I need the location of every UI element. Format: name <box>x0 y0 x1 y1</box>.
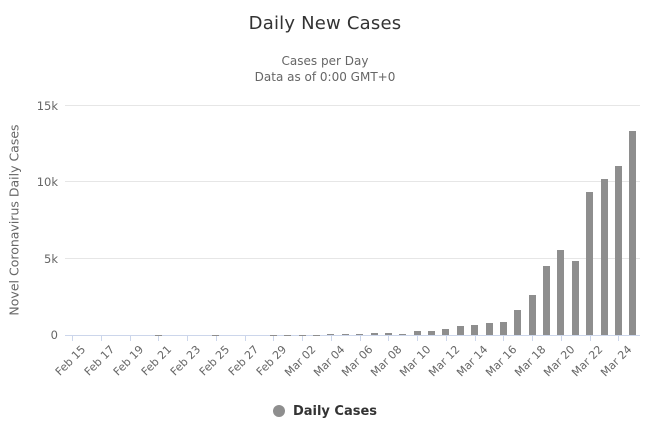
bar-mar-12[interactable] <box>442 329 450 335</box>
y-axis-tick-labels: 0 5k 10k 15k <box>0 99 58 342</box>
y-tick-label-15k: 15k <box>36 99 58 113</box>
x-tick <box>302 336 304 341</box>
x-axis-ticks <box>65 336 640 342</box>
y-tick-label-0: 0 <box>50 328 58 342</box>
x-tick <box>560 336 562 341</box>
bar-mar-13[interactable] <box>456 325 464 335</box>
bar-mar-25[interactable] <box>629 131 637 335</box>
bar-mar-17[interactable] <box>514 309 522 335</box>
x-tick <box>388 336 390 341</box>
x-tick <box>618 336 620 341</box>
x-tick <box>129 336 131 341</box>
x-tick-label-feb-15: Feb 15 <box>53 343 89 379</box>
bar-mar-04[interactable] <box>327 334 335 335</box>
x-tick-label-feb-19: Feb 19 <box>110 343 146 379</box>
x-tick <box>187 336 189 341</box>
bar-mar-16[interactable] <box>499 322 507 335</box>
x-tick-label-mar-20: Mar 20 <box>540 343 578 380</box>
bar-mar-09[interactable] <box>399 333 407 335</box>
bar-mar-19[interactable] <box>543 265 551 335</box>
x-tick-label-mar-18: Mar 18 <box>512 343 549 380</box>
bar-mar-20[interactable] <box>557 249 565 335</box>
bar-mar-10[interactable] <box>413 330 421 335</box>
legend-marker-icon <box>272 405 285 417</box>
x-axis-tick-labels: Feb 15 Feb 17 Feb 19 Feb 21 Feb 23 Feb 25 Feb … <box>53 343 640 399</box>
x-tick <box>503 336 505 341</box>
x-tick-label-feb-17: Feb 17 <box>81 343 118 379</box>
y-tick-label-5k: 5k <box>44 251 58 266</box>
x-tick <box>589 336 591 341</box>
x-tick-label-mar-24: Mar 24 <box>598 343 635 380</box>
bar-mar-15[interactable] <box>485 323 493 335</box>
x-tick <box>330 336 332 341</box>
x-tick-label-mar-16: Mar 16 <box>483 343 520 380</box>
bar-mar-21[interactable] <box>571 261 579 335</box>
gridline-5k <box>65 257 640 259</box>
bar-mar-11[interactable] <box>428 330 436 335</box>
x-tick <box>72 336 74 341</box>
x-tick <box>474 336 476 341</box>
legend-item-daily-cases[interactable]: Daily Cases <box>0 401 650 421</box>
bar-mar-22[interactable] <box>586 191 594 335</box>
gridline-15k <box>65 105 640 106</box>
x-tick-label-mar-08: Mar 08 <box>368 343 405 380</box>
x-tick-label-feb-21: Feb 21 <box>139 343 175 379</box>
x-tick <box>445 336 447 341</box>
chart-title: Daily New Cases <box>248 13 402 34</box>
x-tick <box>273 336 275 341</box>
chart-subtitle: Cases per Day Data as of 0:00 GMT+0 <box>0 53 650 85</box>
x-tick-label-feb-23: Feb 23 <box>168 343 204 379</box>
x-tick-label-mar-22: Mar 22 <box>569 343 606 380</box>
bar-mar-24[interactable] <box>614 165 622 335</box>
x-tick-label-mar-10: Mar 10 <box>397 343 434 380</box>
x-tick-label-mar-04: Mar 04 <box>310 343 348 380</box>
x-tick-label-mar-12: Mar 12 <box>425 343 463 380</box>
legend-label: Daily Cases <box>292 403 378 419</box>
x-tick-label-mar-06: Mar 06 <box>339 343 376 380</box>
x-tick-label-mar-14: Mar 14 <box>454 343 491 380</box>
x-tick-label-mar-02: Mar 02 <box>282 343 319 380</box>
x-tick <box>158 336 160 341</box>
x-tick-label-feb-25: Feb 25 <box>196 343 233 379</box>
x-tick <box>417 336 419 341</box>
bar-mar-07[interactable] <box>370 333 378 335</box>
plot-area <box>65 105 640 336</box>
bar-mar-18[interactable] <box>528 295 536 335</box>
bar-mar-23[interactable] <box>600 179 608 335</box>
bar-mar-05[interactable] <box>341 334 349 335</box>
x-tick <box>532 336 534 341</box>
gridline-10k <box>65 181 640 183</box>
bar-mar-08[interactable] <box>384 333 392 335</box>
y-tick-label-10k: 10k <box>36 175 58 190</box>
bar-mar-14[interactable] <box>471 325 479 335</box>
x-tick <box>244 336 246 341</box>
x-tick <box>215 336 217 341</box>
bar-mar-06[interactable] <box>356 333 364 335</box>
x-tick <box>100 336 102 341</box>
subtitle-line-cases-per-day: Cases per Day <box>281 54 369 68</box>
x-tick-label-feb-27: Feb 27 <box>225 343 261 379</box>
x-tick <box>359 336 361 341</box>
x-axis-line <box>65 335 640 336</box>
subtitle-line-data-as-of: Data as of 0:00 GMT+0 <box>254 70 396 84</box>
